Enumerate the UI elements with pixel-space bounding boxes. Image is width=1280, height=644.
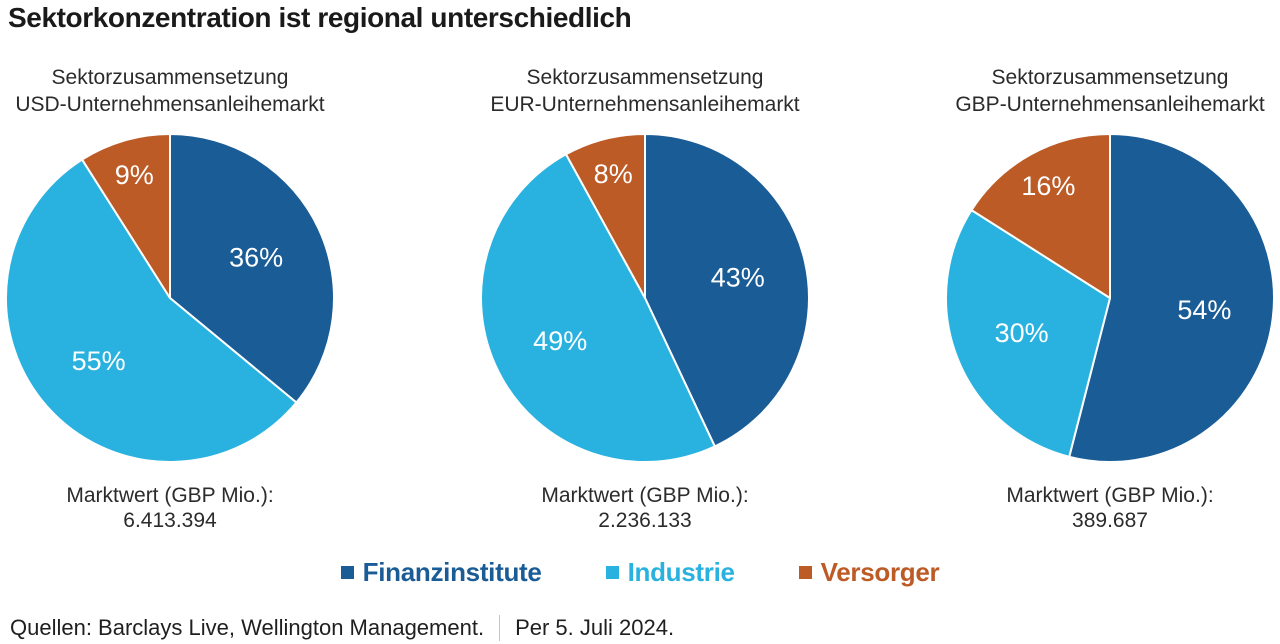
- pie-slice-versorger: [564, 133, 646, 299]
- legend-label: Industrie: [627, 557, 735, 587]
- market-value-number: 2.236.133: [598, 509, 692, 532]
- page-title: Sektorkonzentration ist regional untersc…: [8, 2, 632, 33]
- pie-chart-usd: 36% 55% 9%: [4, 132, 336, 464]
- chart-column-eur: Sektorzusammensetzung EUR-Unternehmensan…: [465, 64, 825, 533]
- chart-title-line1: Sektorzusammensetzung: [526, 66, 764, 89]
- chart-column-gbp: Sektorzusammensetzung GBP-Unternehmensan…: [930, 64, 1280, 533]
- market-value-gbp: Marktwert (GBP Mio.): 389.687: [930, 483, 1280, 533]
- pie-slice-industrie: [945, 209, 1111, 458]
- pie-slice-percentage-label: 49%: [533, 326, 587, 356]
- legend: Finanzinstitute Industrie Versorger: [0, 557, 1280, 588]
- chart-title-line1: Sektorzusammensetzung: [51, 66, 289, 89]
- chart-title-gbp: Sektorzusammensetzung GBP-Unternehmensan…: [930, 64, 1280, 118]
- pie-slice-percentage-label: 30%: [995, 318, 1049, 348]
- legend-item-finanzinstitute: Finanzinstitute: [340, 557, 542, 588]
- chart-column-usd: Sektorzusammensetzung USD-Unternehmensan…: [0, 64, 350, 533]
- chart-title-eur: Sektorzusammensetzung EUR-Unternehmensan…: [465, 64, 825, 118]
- legend-item-industrie: Industrie: [605, 557, 735, 588]
- market-value-eur: Marktwert (GBP Mio.): 2.236.133: [465, 483, 825, 533]
- footer: Quellen: Barclays Live, Wellington Manag…: [10, 615, 674, 641]
- finanzinstitute-swatch-icon: [340, 566, 354, 579]
- chart-title-line2: GBP-Unternehmensanleihemarkt: [955, 93, 1265, 116]
- pie-slice-versorger: [970, 133, 1111, 299]
- pie-slice-finanzinstitute: [644, 133, 810, 448]
- market-value-number: 6.413.394: [123, 509, 217, 532]
- chart-title-line2: USD-Unternehmensanleihemarkt: [15, 93, 325, 116]
- pie-chart-eur: 43% 49% 8%: [479, 132, 811, 464]
- pie-slice-percentage-label: 8%: [594, 159, 633, 189]
- legend-label: Finanzinstitute: [362, 557, 542, 587]
- legend-label: Versorger: [820, 557, 940, 587]
- chart-title-usd: Sektorzusammensetzung USD-Unternehmensan…: [0, 64, 350, 118]
- chart-title-line1: Sektorzusammensetzung: [991, 66, 1229, 89]
- pie-slice-versorger: [81, 133, 171, 299]
- sources-text: Quellen: Barclays Live, Wellington Manag…: [10, 615, 485, 640]
- pie-slice-finanzinstitute: [169, 133, 335, 404]
- industrie-swatch-icon: [605, 566, 619, 579]
- pie-slice-percentage-label: 36%: [229, 243, 283, 273]
- pie-chart-gbp: 54% 30% 16%: [944, 132, 1276, 464]
- market-value-label: Marktwert (GBP Mio.):: [66, 484, 274, 507]
- pie-slice-industrie: [480, 153, 716, 463]
- as-of-date: Per 5. Juli 2024.: [515, 615, 675, 640]
- versorger-swatch-icon: [798, 566, 812, 579]
- pie-slice-percentage-label: 16%: [1021, 171, 1075, 201]
- pie-slice-percentage-label: 54%: [1177, 295, 1231, 325]
- market-value-label: Marktwert (GBP Mio.):: [1006, 484, 1214, 507]
- pie-slice-percentage-label: 43%: [711, 262, 765, 292]
- footer-separator: [499, 615, 501, 641]
- legend-item-versorger: Versorger: [798, 557, 940, 588]
- pie-slice-percentage-label: 9%: [115, 160, 154, 190]
- chart-title-line2: EUR-Unternehmensanleihemarkt: [490, 93, 800, 116]
- pie-slice-finanzinstitute: [1068, 133, 1275, 463]
- market-value-usd: Marktwert (GBP Mio.): 6.413.394: [0, 483, 350, 533]
- market-value-number: 389.687: [1072, 509, 1148, 532]
- market-value-label: Marktwert (GBP Mio.):: [541, 484, 749, 507]
- pie-slice-industrie: [5, 158, 298, 463]
- pie-slice-percentage-label: 55%: [72, 346, 126, 376]
